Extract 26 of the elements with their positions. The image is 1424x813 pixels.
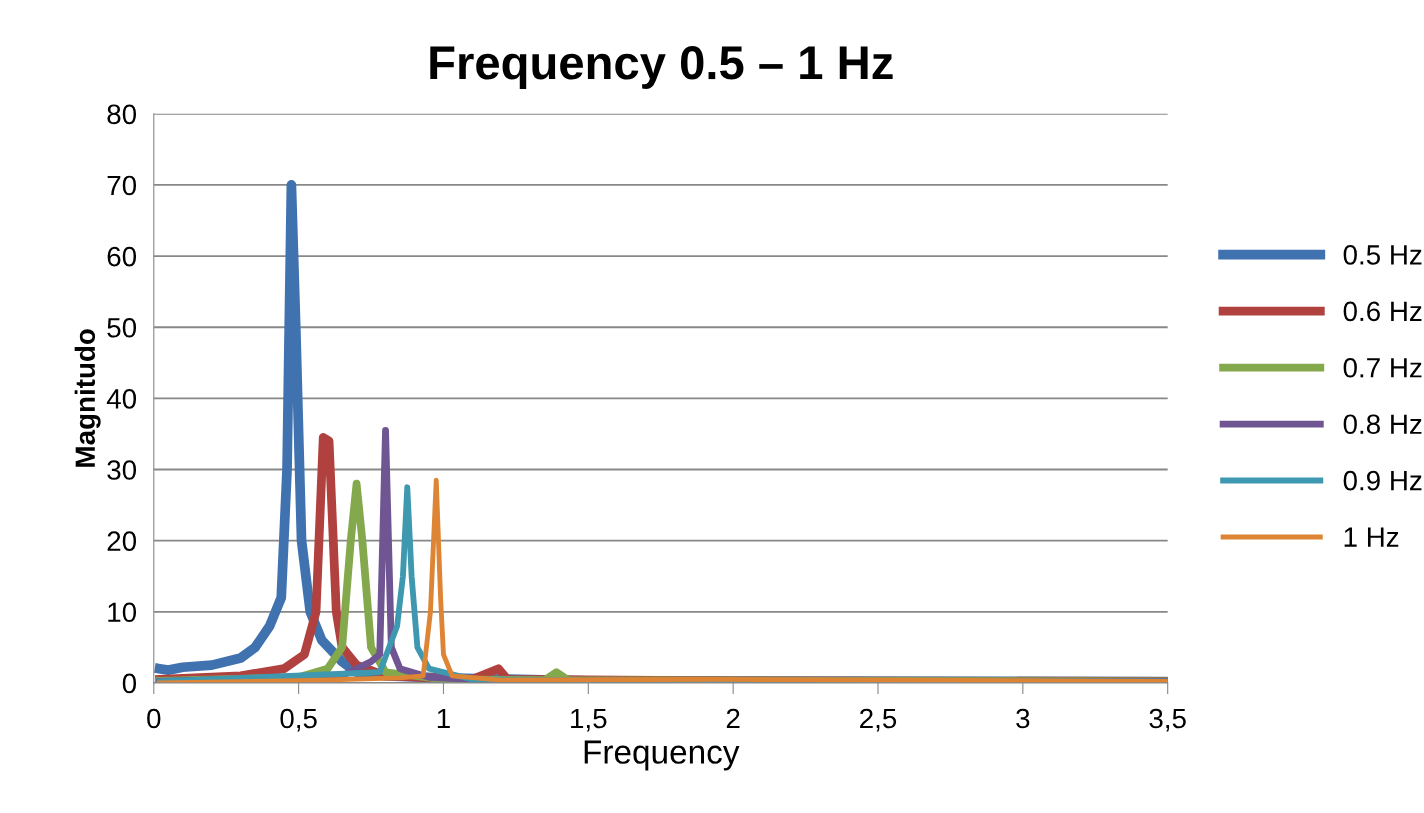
x-tick-label: 1,5: [571, 708, 607, 732]
legend-label: 1 Hz: [1344, 527, 1399, 547]
y-tick-label: 20: [107, 531, 137, 551]
x-tick-label: 2: [726, 708, 740, 729]
legend-label: 0.9 Hz: [1343, 470, 1422, 491]
y-tick-label: 10: [108, 602, 137, 623]
y-tick-label: 70: [107, 175, 137, 196]
x-tick-label: 1: [437, 708, 450, 729]
x-tick-label: 3,5: [1149, 708, 1186, 732]
y-tick-label: 50: [107, 317, 137, 338]
legend-label: 0.7 Hz: [1343, 357, 1422, 378]
y-tick-label: 0: [122, 673, 137, 694]
y-tick-label: 80: [107, 104, 137, 125]
y-tick-label: 30: [107, 460, 137, 480]
x-axis-title: Frequency: [584, 740, 740, 771]
legend-label: 0.8 Hz: [1343, 414, 1422, 435]
y-tick-label: 40: [106, 389, 137, 409]
chart-title: Frequency 0.5 – 1 Hz: [430, 46, 893, 89]
legend-label: 0.5 Hz: [1343, 245, 1422, 265]
y-axis-title: Magnitudo: [74, 329, 101, 467]
x-tick-label: 2,5: [860, 708, 897, 732]
x-tick-label: 0: [147, 708, 161, 729]
x-tick-label: 3: [1016, 708, 1030, 729]
y-tick-label: 60: [107, 246, 137, 267]
legend-label: 0.6 Hz: [1343, 301, 1422, 322]
x-tick-label: 0,5: [280, 708, 317, 732]
